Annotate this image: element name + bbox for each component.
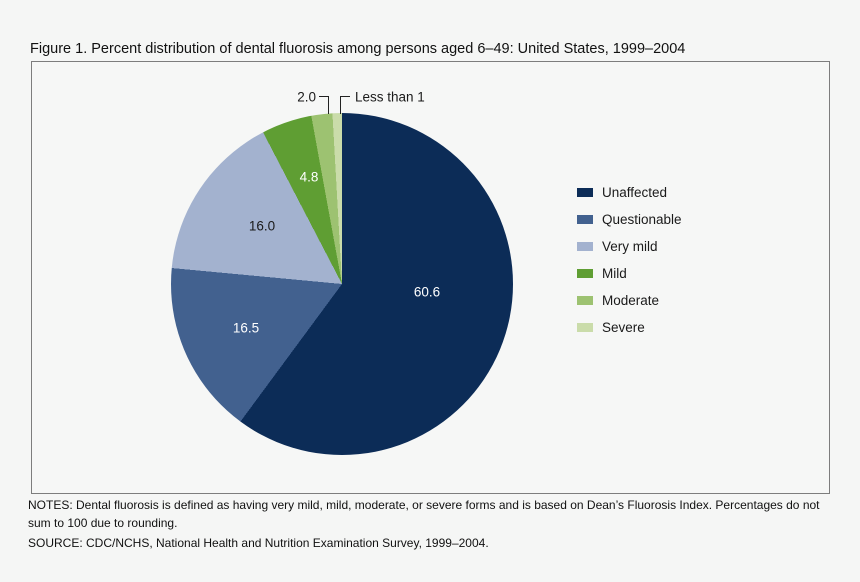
- legend-swatch-very-mild: [577, 241, 593, 251]
- source-text: SOURCE: CDC/NCHS, National Health and Nu…: [28, 536, 489, 550]
- callout-line-moderate: [319, 96, 329, 114]
- legend-label-questionable: Questionable: [602, 211, 682, 227]
- legend-item-very-mild: Very mild: [577, 237, 682, 255]
- callout-label-severe: Less than 1: [355, 89, 425, 105]
- legend-swatch-severe: [577, 322, 593, 332]
- legend: Unaffected Questionable Very mild Mild M…: [577, 183, 682, 336]
- legend-label-very-mild: Very mild: [602, 238, 658, 254]
- pie-chart: [171, 113, 513, 455]
- figure-notes: NOTES: Dental fluorosis is defined as ha…: [28, 496, 828, 552]
- legend-item-moderate: Moderate: [577, 291, 682, 309]
- slice-label-questionable: 16.5: [232, 320, 260, 336]
- slice-label-mild: 4.8: [299, 169, 319, 185]
- legend-label-unaffected: Unaffected: [602, 184, 668, 200]
- legend-item-unaffected: Unaffected: [577, 183, 682, 201]
- legend-item-severe: Severe: [577, 318, 682, 336]
- slice-label-very-mild: 16.0: [248, 218, 276, 234]
- notes-text: NOTES: Dental fluorosis is defined as ha…: [28, 498, 820, 530]
- legend-label-severe: Severe: [602, 319, 645, 335]
- figure-title: Figure 1. Percent distribution of dental…: [30, 41, 686, 57]
- legend-swatch-questionable: [577, 214, 593, 224]
- legend-swatch-mild: [577, 268, 593, 278]
- legend-label-mild: Mild: [602, 265, 627, 281]
- legend-item-questionable: Questionable: [577, 210, 682, 228]
- callout-line-severe: [340, 96, 350, 114]
- slice-label-unaffected: 60.6: [413, 284, 441, 300]
- legend-swatch-moderate: [577, 295, 593, 305]
- legend-swatch-unaffected: [577, 187, 593, 197]
- legend-label-moderate: Moderate: [602, 292, 660, 308]
- legend-item-mild: Mild: [577, 264, 682, 282]
- callout-label-moderate: 2.0: [297, 89, 316, 105]
